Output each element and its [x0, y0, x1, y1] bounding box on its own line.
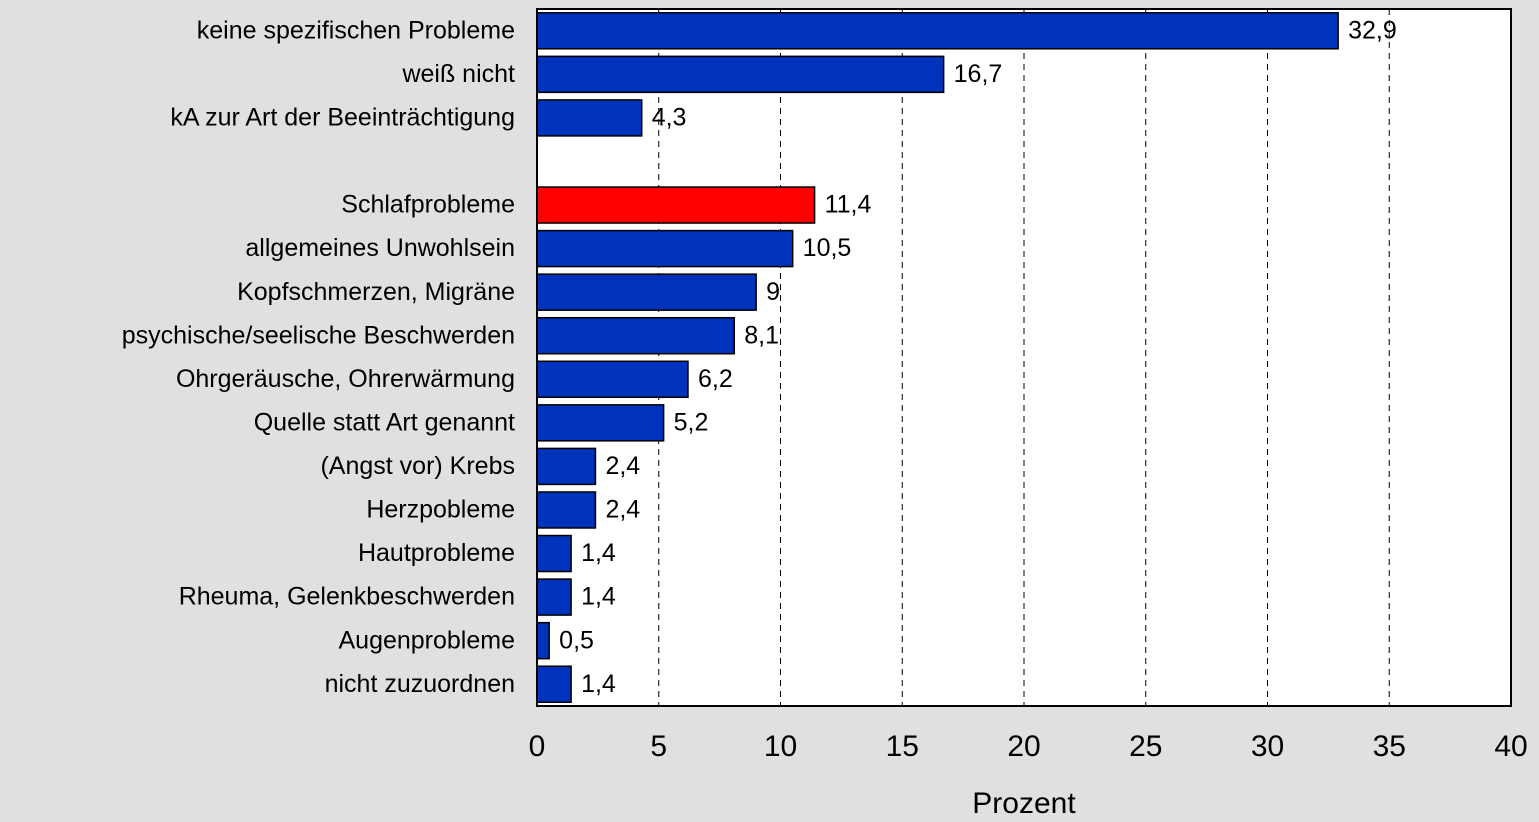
value-label: 2,4 — [605, 452, 640, 480]
bar — [536, 186, 816, 224]
x-tick-label: 5 — [650, 730, 667, 763]
x-tick-label: 35 — [1373, 730, 1406, 763]
y-tick-label: Quelle statt Art genannt — [254, 408, 515, 436]
y-tick-label: Schlafprobleme — [341, 191, 515, 219]
y-tick-label: allgemeines Unwohlsein — [245, 234, 515, 262]
y-tick-label: Herzpobleme — [366, 496, 515, 524]
y-tick-label: keine spezifischen Probleme — [197, 16, 515, 44]
value-label: 9 — [766, 278, 780, 306]
y-tick-label: Kopfschmerzen, Migräne — [237, 278, 515, 306]
y-tick-label: weiß nicht — [401, 60, 515, 88]
x-axis-label: Prozent — [972, 787, 1076, 820]
value-label: 10,5 — [803, 234, 852, 262]
plot-area — [537, 9, 1511, 706]
y-tick-label: (Angst vor) Krebs — [320, 452, 515, 480]
value-label: 2,4 — [605, 496, 640, 524]
y-tick-label: Ohrgeräusche, Ohrerwärmung — [176, 365, 515, 393]
bar — [536, 55, 945, 94]
value-label: 32,9 — [1348, 16, 1397, 44]
value-label: 5,2 — [674, 408, 709, 436]
x-tick-label: 10 — [764, 730, 797, 763]
y-tick-label: kA zur Art der Beeinträchtigung — [170, 104, 515, 132]
bar — [536, 534, 572, 573]
x-tick-label: 25 — [1129, 730, 1162, 763]
x-tick-label: 0 — [529, 730, 546, 763]
bar — [536, 491, 597, 529]
value-label: 8,1 — [744, 321, 779, 349]
y-tick-label: Hautprobleme — [358, 539, 515, 567]
value-label: 1,4 — [581, 539, 616, 567]
y-tick-label: Augenprobleme — [338, 626, 515, 654]
value-label: 16,7 — [954, 60, 1003, 88]
value-label: 0,5 — [559, 626, 594, 654]
x-tick-label: 15 — [886, 730, 919, 763]
value-label: 11,4 — [825, 191, 872, 219]
bar — [536, 316, 735, 355]
x-tick-label: 30 — [1251, 730, 1284, 763]
bar — [536, 229, 794, 268]
plot-border — [536, 8, 1512, 707]
bar — [536, 665, 572, 703]
value-label: 1,4 — [581, 583, 616, 611]
x-tick-label: 20 — [1007, 730, 1040, 763]
bar — [536, 404, 665, 442]
bar — [536, 621, 550, 660]
bar — [536, 273, 757, 311]
bar — [536, 99, 643, 137]
bar — [536, 447, 597, 486]
x-tick-label: 40 — [1494, 730, 1527, 763]
bar — [536, 360, 689, 399]
y-tick-label: nicht zuzuordnen — [325, 670, 515, 698]
value-label: 6,2 — [698, 365, 733, 393]
value-label: 1,4 — [581, 670, 616, 698]
value-label: 4,3 — [652, 104, 687, 132]
bar — [536, 12, 1339, 50]
y-tick-label: Rheuma, Gelenkbeschwerden — [179, 583, 515, 611]
bar — [536, 578, 572, 616]
y-tick-label: psychische/seelische Beschwerden — [122, 321, 515, 349]
